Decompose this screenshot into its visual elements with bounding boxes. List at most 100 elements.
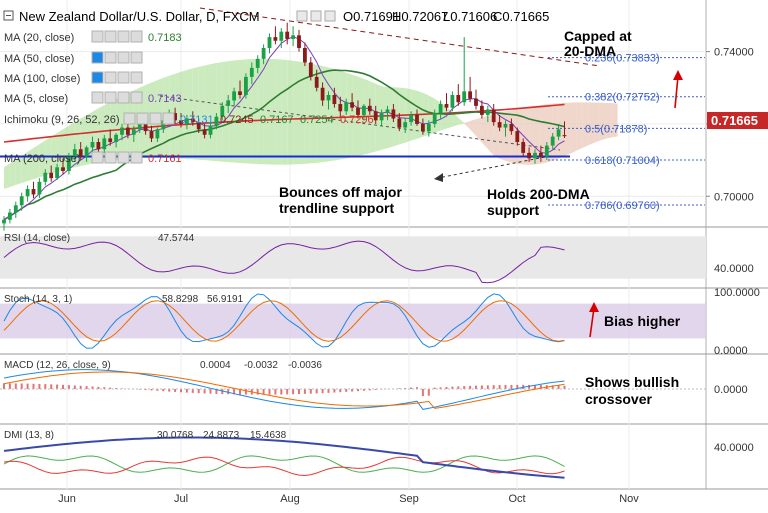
candle[interactable]: [338, 96, 343, 117]
candle[interactable]: [173, 107, 177, 124]
close-icon[interactable]: [130, 91, 143, 104]
candle[interactable]: [367, 98, 372, 115]
lock-icon[interactable]: [117, 51, 130, 64]
candlestick-series[interactable]: [2, 22, 567, 231]
candle[interactable]: [308, 57, 313, 81]
candle[interactable]: [527, 147, 531, 162]
settings-icon[interactable]: [310, 10, 322, 22]
time-axis[interactable]: Jun Jul Aug Sep Oct Nov: [58, 493, 639, 505]
candle[interactable]: [49, 165, 54, 182]
candle[interactable]: [332, 87, 337, 108]
header-icons[interactable]: [296, 10, 336, 22]
lock-icon[interactable]: [117, 30, 130, 43]
eye-icon[interactable]: [91, 30, 104, 43]
candle[interactable]: [126, 122, 130, 139]
candle[interactable]: [214, 113, 219, 130]
candle[interactable]: [415, 109, 419, 126]
collapse-icon[interactable]: [3, 10, 14, 21]
candle[interactable]: [544, 142, 549, 161]
eye-icon[interactable]: [91, 91, 104, 104]
candle[interactable]: [155, 127, 160, 143]
candle[interactable]: [273, 26, 278, 45]
candle[interactable]: [72, 143, 77, 162]
candle[interactable]: [285, 22, 290, 45]
candle[interactable]: [279, 28, 284, 48]
candle[interactable]: [462, 37, 467, 106]
candle[interactable]: [509, 118, 514, 135]
candle[interactable]: [208, 122, 213, 139]
candle[interactable]: [67, 152, 71, 175]
candle[interactable]: [468, 76, 472, 103]
candle[interactable]: [202, 123, 207, 139]
candle[interactable]: [291, 26, 295, 47]
candle[interactable]: [379, 109, 384, 126]
lock-icon[interactable]: [117, 91, 130, 104]
candle[interactable]: [356, 100, 360, 119]
candle[interactable]: [31, 181, 36, 199]
settings-icon[interactable]: [104, 151, 117, 164]
close-icon[interactable]: [130, 51, 143, 64]
close-icon[interactable]: [130, 151, 143, 164]
eye-icon[interactable]: [91, 71, 104, 84]
candle[interactable]: [114, 132, 118, 148]
candle[interactable]: [409, 111, 413, 126]
candle[interactable]: [220, 102, 225, 121]
settings-icon[interactable]: [136, 112, 149, 125]
candle[interactable]: [533, 149, 537, 164]
candle[interactable]: [232, 87, 236, 106]
candle[interactable]: [55, 163, 59, 180]
settings-icon[interactable]: [104, 91, 117, 104]
candle[interactable]: [2, 216, 6, 231]
candle[interactable]: [456, 84, 461, 106]
candle[interactable]: [149, 125, 154, 143]
candle[interactable]: [226, 94, 231, 114]
candle[interactable]: [515, 127, 520, 146]
eye-icon[interactable]: [123, 112, 136, 125]
candle[interactable]: [244, 73, 248, 99]
candle[interactable]: [185, 114, 189, 130]
candle[interactable]: [485, 105, 490, 123]
candle[interactable]: [403, 118, 408, 133]
candle[interactable]: [37, 178, 42, 199]
candle[interactable]: [503, 120, 508, 137]
candle[interactable]: [25, 185, 30, 202]
candle[interactable]: [521, 138, 526, 157]
candle[interactable]: [179, 113, 183, 128]
candle[interactable]: [255, 55, 260, 74]
candle[interactable]: [497, 114, 502, 132]
candle[interactable]: [444, 93, 449, 112]
candle[interactable]: [480, 100, 484, 119]
candle[interactable]: [120, 123, 124, 141]
candle[interactable]: [539, 145, 543, 162]
close-icon[interactable]: [162, 112, 175, 125]
candle[interactable]: [84, 145, 89, 162]
candle[interactable]: [362, 104, 366, 121]
candle[interactable]: [196, 118, 201, 133]
close-icon[interactable]: [130, 71, 143, 84]
lock-icon[interactable]: [117, 151, 130, 164]
candle[interactable]: [13, 201, 18, 218]
candle[interactable]: [314, 69, 319, 92]
candle[interactable]: [326, 91, 331, 110]
candle[interactable]: [426, 120, 431, 137]
candle[interactable]: [385, 105, 390, 121]
candle[interactable]: [320, 82, 325, 106]
candle[interactable]: [96, 138, 101, 153]
candle[interactable]: [491, 104, 496, 126]
lock-icon[interactable]: [117, 71, 130, 84]
candle[interactable]: [78, 142, 83, 161]
candle[interactable]: [397, 113, 402, 132]
eye-icon[interactable]: [91, 151, 104, 164]
candle[interactable]: [432, 109, 437, 128]
candle[interactable]: [474, 89, 478, 110]
lock-icon[interactable]: [324, 10, 336, 22]
candle[interactable]: [190, 111, 195, 126]
candle[interactable]: [8, 208, 12, 224]
candle[interactable]: [450, 91, 455, 112]
candle[interactable]: [43, 169, 48, 186]
candle[interactable]: [61, 158, 65, 175]
candle[interactable]: [562, 121, 567, 139]
candle[interactable]: [344, 98, 349, 115]
candle[interactable]: [267, 33, 272, 54]
candle[interactable]: [373, 105, 378, 124]
